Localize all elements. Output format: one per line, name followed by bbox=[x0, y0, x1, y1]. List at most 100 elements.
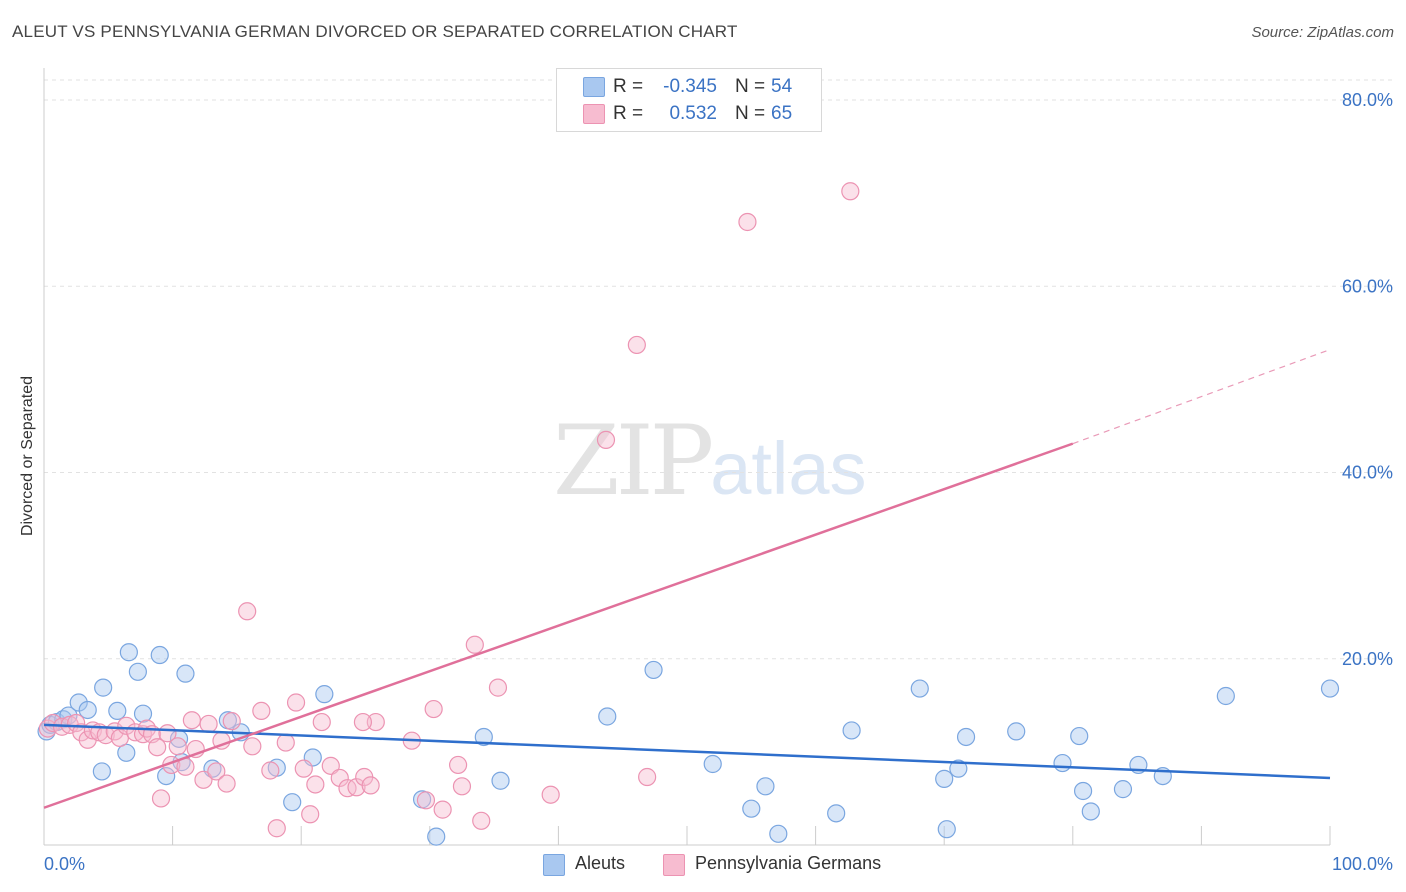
data-point bbox=[448, 755, 468, 775]
legend-label: Aleuts bbox=[575, 853, 626, 873]
data-point bbox=[1053, 753, 1072, 773]
data-point bbox=[207, 762, 226, 781]
r-value: 0.532 bbox=[669, 103, 717, 124]
n-value: 65 bbox=[771, 103, 793, 124]
data-point bbox=[627, 335, 646, 355]
data-point bbox=[361, 776, 380, 795]
stats-legend: R = -0.345 N = 54 R = 0.532 N = 65 bbox=[556, 68, 822, 132]
n-label: N = bbox=[735, 76, 766, 97]
data-point bbox=[416, 791, 436, 810]
data-point bbox=[910, 679, 929, 698]
data-point bbox=[315, 685, 334, 704]
data-point bbox=[956, 727, 976, 747]
data-point bbox=[598, 707, 617, 726]
data-point bbox=[301, 805, 320, 824]
chart-title: ALEUT VS PENNSYLVANIA GERMAN DIVORCED OR… bbox=[12, 22, 738, 41]
data-point bbox=[769, 824, 788, 843]
data-point bbox=[157, 766, 176, 786]
data-point bbox=[176, 664, 195, 683]
x-tick-label: 0.0% bbox=[44, 854, 85, 874]
tick-labels: 20.0% 40.0% 60.0% 80.0% 0.0% 100.0% bbox=[44, 90, 1393, 874]
data-point bbox=[59, 706, 78, 725]
source-credit: Source: ZipAtlas.com bbox=[1251, 24, 1394, 41]
data-point bbox=[935, 769, 954, 788]
data-point bbox=[1113, 780, 1133, 799]
data-point bbox=[738, 212, 757, 232]
data-point bbox=[827, 804, 846, 823]
trend-line bbox=[43, 723, 1331, 780]
data-point bbox=[168, 737, 187, 756]
y-tick-label: 40.0% bbox=[1342, 463, 1393, 483]
data-point bbox=[474, 727, 493, 747]
data-point bbox=[472, 811, 491, 830]
data-point bbox=[491, 771, 510, 790]
data-point bbox=[1216, 686, 1235, 706]
data-point bbox=[366, 712, 385, 732]
data-point bbox=[1081, 802, 1100, 821]
data-point bbox=[133, 704, 153, 723]
data-point bbox=[261, 761, 280, 780]
data-point bbox=[465, 635, 484, 654]
y-tick-label: 20.0% bbox=[1342, 649, 1393, 669]
data-point bbox=[842, 721, 861, 740]
r-label: R = bbox=[613, 76, 644, 97]
data-point bbox=[433, 800, 452, 819]
data-point bbox=[638, 767, 657, 787]
data-point bbox=[94, 678, 113, 697]
penn-german-points bbox=[38, 182, 860, 838]
data-point bbox=[452, 777, 472, 796]
stats-row-aleut: R = -0.345 N = 54 bbox=[557, 74, 821, 100]
data-point bbox=[117, 716, 136, 735]
data-point bbox=[276, 733, 295, 752]
data-point bbox=[182, 711, 201, 730]
data-point bbox=[1007, 722, 1026, 741]
data-point bbox=[194, 770, 213, 789]
data-point bbox=[541, 785, 560, 804]
penn-swatch bbox=[583, 104, 605, 124]
data-point bbox=[703, 754, 722, 774]
data-point bbox=[238, 602, 257, 621]
data-point bbox=[294, 759, 313, 778]
data-point bbox=[78, 700, 97, 720]
data-point bbox=[128, 662, 147, 681]
data-point bbox=[756, 777, 775, 796]
data-point bbox=[148, 738, 167, 757]
data-point bbox=[949, 759, 968, 778]
data-point bbox=[596, 430, 616, 450]
data-point bbox=[119, 643, 138, 662]
data-point bbox=[330, 768, 349, 788]
data-point bbox=[286, 693, 306, 712]
data-point bbox=[1070, 726, 1089, 746]
axes bbox=[43, 68, 1331, 846]
data-point bbox=[424, 699, 443, 719]
data-point bbox=[217, 774, 236, 793]
legend-swatch bbox=[543, 854, 565, 876]
data-point bbox=[108, 701, 127, 721]
data-point bbox=[644, 660, 663, 680]
data-point bbox=[937, 820, 956, 839]
data-point bbox=[347, 778, 366, 797]
series-legend: Aleuts Pennsylvania Germans bbox=[0, 852, 1406, 878]
data-point bbox=[742, 799, 761, 818]
data-point bbox=[841, 182, 860, 201]
data-point bbox=[321, 756, 340, 775]
x-tick-label: 100.0% bbox=[1332, 854, 1393, 874]
legend-label: Pennsylvania Germans bbox=[695, 853, 882, 873]
data-point bbox=[267, 819, 286, 838]
trend-lines bbox=[43, 349, 1331, 809]
n-value: 54 bbox=[771, 76, 793, 97]
data-point bbox=[199, 714, 218, 734]
data-point bbox=[306, 775, 325, 794]
y-tick-label: 80.0% bbox=[1342, 90, 1393, 110]
data-point bbox=[252, 701, 271, 721]
stats-row-penn: R = 0.532 N = 65 bbox=[557, 101, 821, 127]
y-axis-label: Divorced or Separated bbox=[19, 375, 36, 537]
data-point bbox=[92, 762, 111, 781]
r-value: -0.345 bbox=[663, 76, 717, 97]
y-tick-label: 60.0% bbox=[1342, 276, 1393, 296]
data-point bbox=[151, 789, 171, 808]
data-point bbox=[222, 712, 241, 731]
data-point bbox=[488, 678, 508, 697]
trend-line-extension bbox=[1072, 349, 1331, 445]
